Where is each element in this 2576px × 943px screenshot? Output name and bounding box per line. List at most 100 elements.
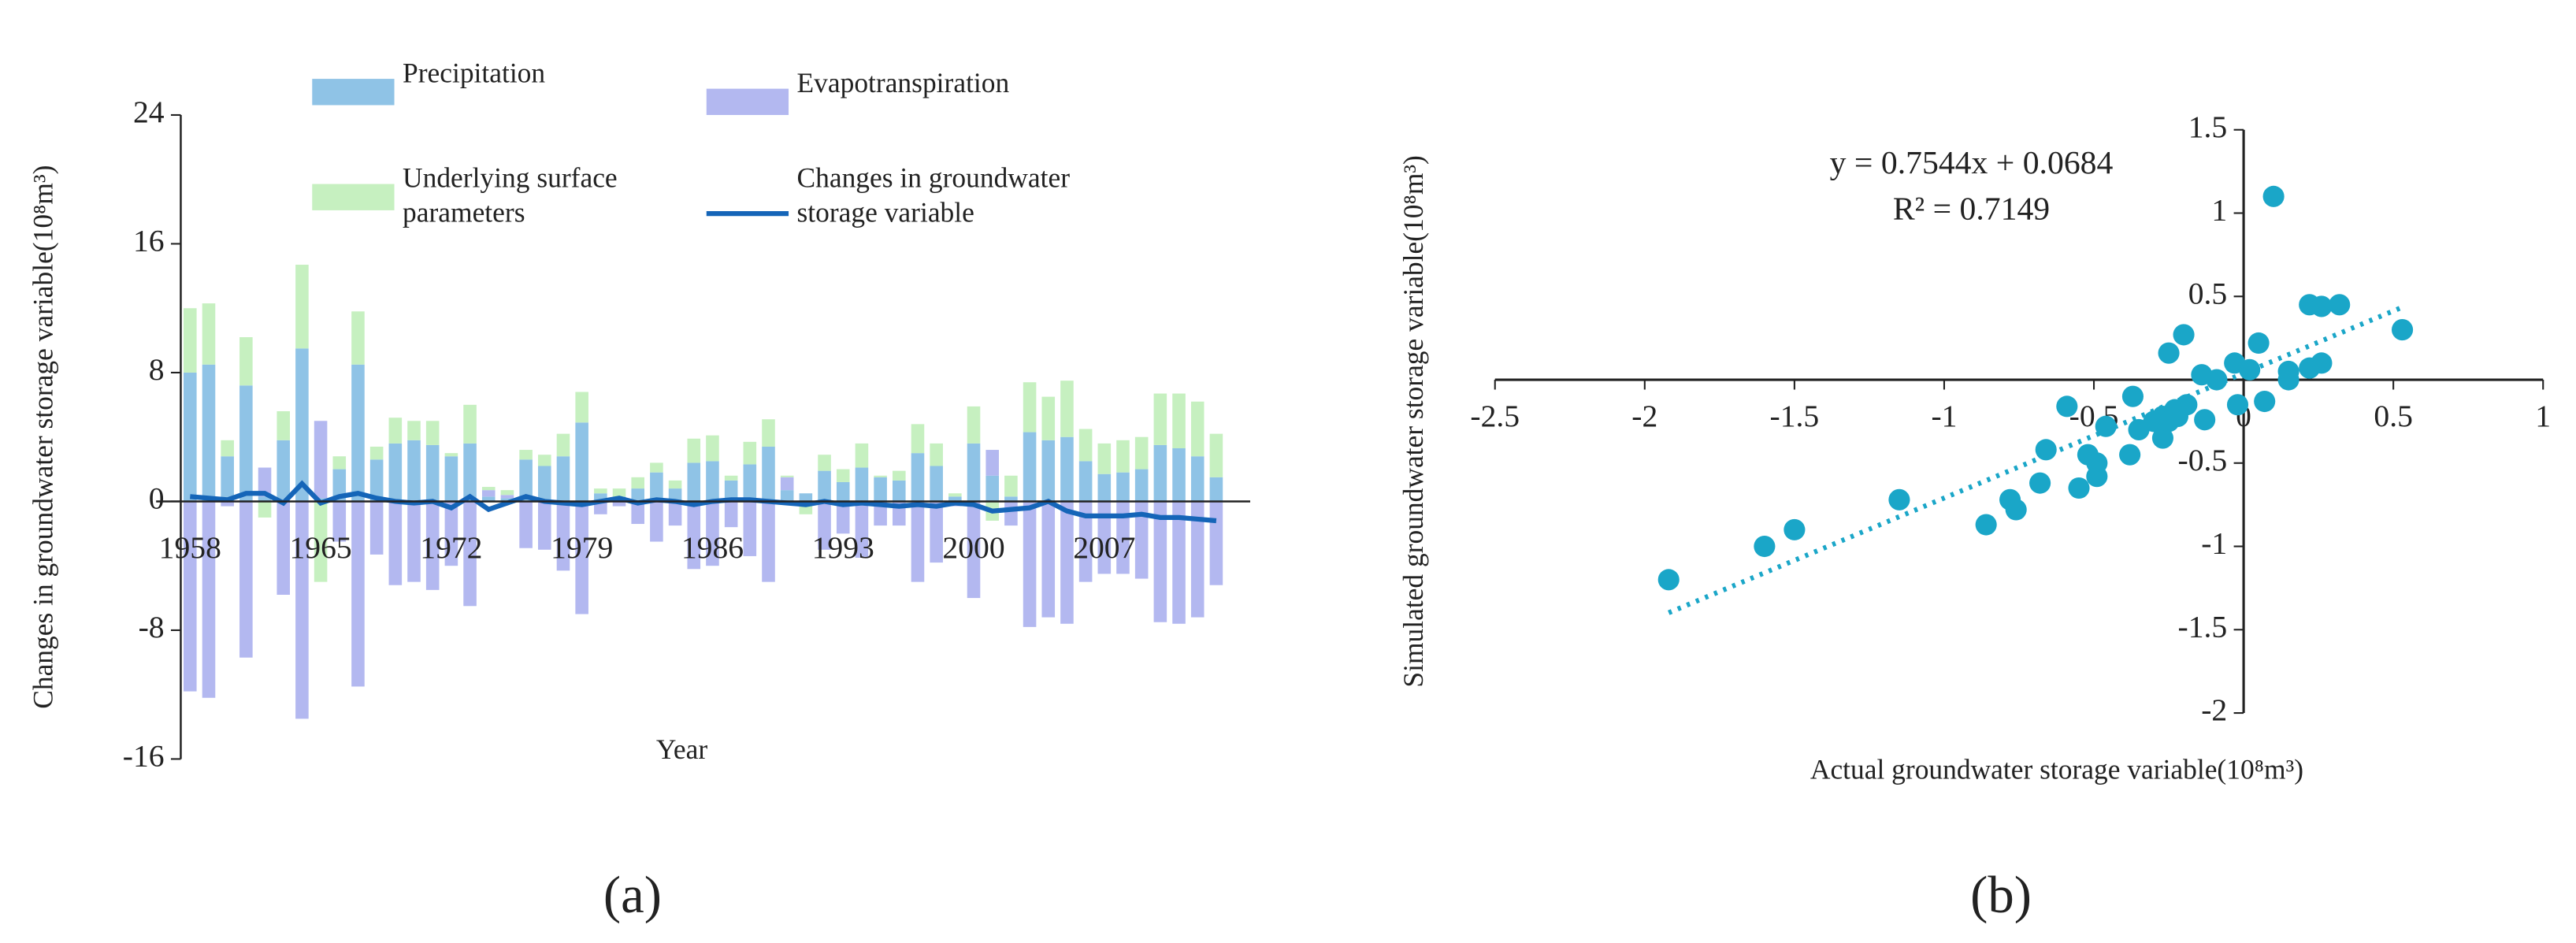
bar bbox=[519, 450, 533, 460]
bar bbox=[594, 501, 607, 514]
bar bbox=[295, 348, 309, 502]
bar bbox=[650, 472, 663, 502]
bar bbox=[1023, 501, 1037, 627]
bar bbox=[762, 419, 775, 447]
bar bbox=[818, 455, 831, 471]
bar bbox=[295, 265, 309, 349]
bar bbox=[855, 443, 869, 468]
legend-label-box: Underlying surface parameters bbox=[402, 162, 618, 228]
point bbox=[2311, 352, 2333, 374]
bar bbox=[556, 501, 570, 571]
bar bbox=[855, 467, 869, 502]
y-tick-label: -16 bbox=[123, 739, 165, 774]
bar bbox=[1023, 382, 1037, 433]
trendline bbox=[1668, 305, 2403, 615]
bar bbox=[444, 456, 458, 502]
bar bbox=[985, 450, 999, 476]
bar bbox=[631, 477, 645, 489]
bar bbox=[650, 501, 663, 542]
bar bbox=[388, 418, 403, 444]
bar bbox=[202, 303, 216, 365]
point bbox=[1784, 518, 1806, 540]
y-tick-label: 1 bbox=[2211, 193, 2227, 228]
bar bbox=[948, 496, 962, 502]
bar bbox=[221, 456, 234, 502]
bar bbox=[743, 441, 757, 465]
bar bbox=[1004, 501, 1018, 526]
bar bbox=[1023, 432, 1037, 502]
point bbox=[2226, 394, 2249, 416]
bar bbox=[631, 501, 645, 525]
bar bbox=[836, 469, 850, 482]
bar bbox=[874, 477, 887, 502]
legend-label: Precipitation bbox=[402, 57, 546, 89]
bar bbox=[1116, 472, 1130, 502]
bar bbox=[407, 440, 421, 502]
point bbox=[2158, 342, 2180, 364]
bar bbox=[799, 493, 813, 502]
point bbox=[2254, 390, 2276, 413]
x-axis-label: Actual groundwater storage variable(10⁸m… bbox=[1810, 753, 2303, 785]
bar bbox=[538, 466, 551, 502]
bar bbox=[369, 459, 384, 502]
bar bbox=[1172, 448, 1186, 502]
bar bbox=[351, 364, 365, 502]
bar bbox=[724, 501, 738, 528]
point bbox=[2068, 477, 2090, 499]
x-tick-label: 1993 bbox=[812, 530, 874, 565]
annotation: y = 0.7544x + 0.0684 bbox=[1830, 145, 2114, 181]
bar bbox=[314, 501, 328, 582]
bar bbox=[184, 372, 197, 502]
bar bbox=[1153, 501, 1167, 622]
legend-label: Underlying surface parameters bbox=[402, 162, 618, 228]
bar bbox=[314, 421, 328, 499]
bar bbox=[1116, 440, 1130, 473]
bar bbox=[277, 411, 291, 440]
y-tick-label: -1 bbox=[2201, 526, 2227, 561]
y-tick-label: 24 bbox=[133, 95, 165, 129]
bar bbox=[818, 501, 831, 550]
bar bbox=[332, 456, 347, 470]
point bbox=[2029, 472, 2051, 494]
bar bbox=[911, 453, 925, 502]
bar bbox=[258, 467, 272, 497]
bar bbox=[575, 422, 588, 502]
x-tick-label: 1 bbox=[2535, 399, 2551, 433]
bar bbox=[762, 446, 775, 502]
bar bbox=[967, 501, 981, 599]
point bbox=[2248, 332, 2270, 355]
point bbox=[2176, 394, 2198, 416]
annotation: R² = 0.7149 bbox=[1893, 191, 2050, 228]
y-tick-label: -1.5 bbox=[2178, 609, 2228, 644]
bar bbox=[1060, 381, 1074, 437]
bar bbox=[893, 480, 906, 502]
x-tick-label: 0.5 bbox=[2374, 399, 2413, 433]
point bbox=[2151, 427, 2174, 449]
bar bbox=[575, 392, 588, 423]
point bbox=[2035, 439, 2057, 461]
bar bbox=[1172, 393, 1186, 449]
bar bbox=[1153, 444, 1167, 502]
bar bbox=[780, 477, 794, 491]
bar bbox=[1190, 401, 1204, 457]
bar bbox=[762, 501, 775, 582]
bar bbox=[500, 490, 514, 496]
bar bbox=[500, 498, 514, 502]
bar bbox=[1004, 475, 1018, 497]
bar bbox=[724, 475, 738, 481]
bar bbox=[481, 496, 496, 502]
bar bbox=[519, 501, 533, 548]
bar bbox=[930, 501, 943, 563]
point bbox=[1754, 535, 1776, 558]
bar bbox=[277, 501, 291, 595]
bar bbox=[1134, 436, 1149, 470]
legend-label-box: Changes in groundwater storage variable bbox=[796, 162, 1070, 228]
bar bbox=[985, 475, 999, 502]
x-tick-label: -2 bbox=[1631, 399, 1657, 433]
bar bbox=[967, 406, 981, 444]
point bbox=[2056, 395, 2078, 418]
bar bbox=[1041, 396, 1056, 440]
legend-label-box: Precipitation bbox=[402, 57, 546, 89]
bar bbox=[184, 501, 197, 692]
